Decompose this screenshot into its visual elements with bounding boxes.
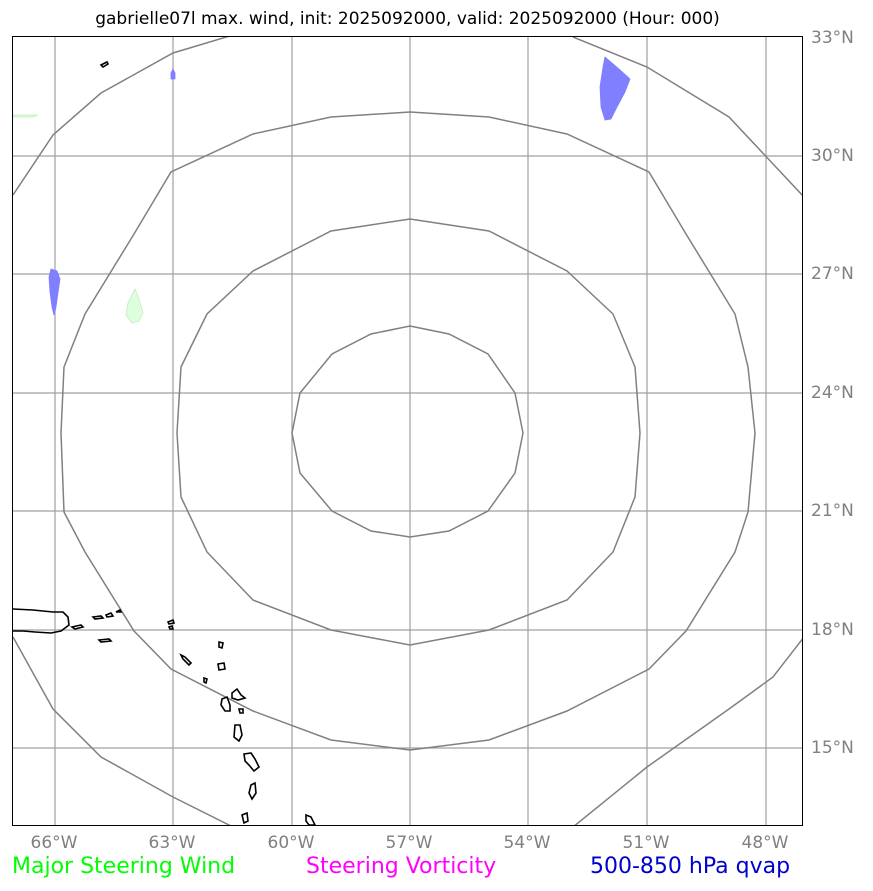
coast-martinique xyxy=(243,752,261,773)
legend-major-steering-wind: Major Steering Wind xyxy=(12,854,236,879)
coast-puerto-rico xyxy=(13,608,70,634)
lon-label-57w: 57°W xyxy=(385,833,433,853)
lon-label-63w: 63°W xyxy=(148,833,196,853)
coast-dominica xyxy=(233,724,243,743)
coast-anguilla xyxy=(166,618,176,625)
legend-qvap: 500-850 hPa qvap xyxy=(590,854,791,879)
lat-label-24n: 24°N xyxy=(811,383,854,403)
qvap-area-northeast xyxy=(599,56,631,121)
lon-label-48w: 48°W xyxy=(741,833,789,853)
plot-title: gabrielle07l max. wind, init: 2025092000… xyxy=(95,9,720,29)
coast-guadeloupe xyxy=(220,687,247,712)
range-rings xyxy=(13,37,802,825)
coast-st-vincent xyxy=(241,811,249,825)
coast-virgin-islands-3 xyxy=(115,608,123,613)
qvap-area-north xyxy=(170,68,176,80)
coast-st-kitts xyxy=(179,653,193,667)
graticule xyxy=(13,37,802,825)
lat-label-21n: 21°N xyxy=(811,501,854,521)
wind-area-west xyxy=(125,288,144,324)
lon-label-54w: 54°W xyxy=(503,833,551,853)
map-canvas xyxy=(13,37,802,825)
coast-barbuda xyxy=(218,640,224,650)
lon-label-51w: 51°W xyxy=(622,833,670,853)
lat-label-30n: 30°N xyxy=(811,146,854,166)
qvap-area-west xyxy=(48,268,61,316)
lat-label-33n: 33°N xyxy=(811,28,854,48)
range-ring-4 xyxy=(13,37,802,825)
range-ring-1 xyxy=(291,325,524,538)
qvap-shading xyxy=(48,56,631,316)
coast-st-martin xyxy=(167,624,175,630)
range-ring-2 xyxy=(176,218,641,646)
coast-vieques xyxy=(69,624,85,630)
lat-label-18n: 18°N xyxy=(811,620,854,640)
legend-steering-vorticity: Steering Vorticity xyxy=(306,854,497,879)
lat-label-27n: 27°N xyxy=(811,264,854,284)
coast-st-croix xyxy=(97,638,113,643)
coastlines xyxy=(13,60,316,825)
wind-shading xyxy=(13,114,144,324)
coast-barbados xyxy=(305,813,316,825)
coast-antigua xyxy=(217,662,226,671)
range-ring-3 xyxy=(60,111,756,751)
coast-northwest-cay xyxy=(99,60,110,69)
wind-area-northwest xyxy=(13,114,39,118)
lon-label-66w: 66°W xyxy=(30,833,78,853)
coast-virgin-islands-1 xyxy=(91,615,105,620)
coast-marie-galante xyxy=(237,708,244,714)
lat-label-15n: 15°N xyxy=(811,738,854,758)
coast-montserrat xyxy=(203,676,208,685)
lon-label-60w: 60°W xyxy=(267,833,315,853)
coast-virgin-islands-2 xyxy=(104,612,115,618)
map-panel xyxy=(12,36,803,826)
coast-st-lucia xyxy=(248,781,257,801)
